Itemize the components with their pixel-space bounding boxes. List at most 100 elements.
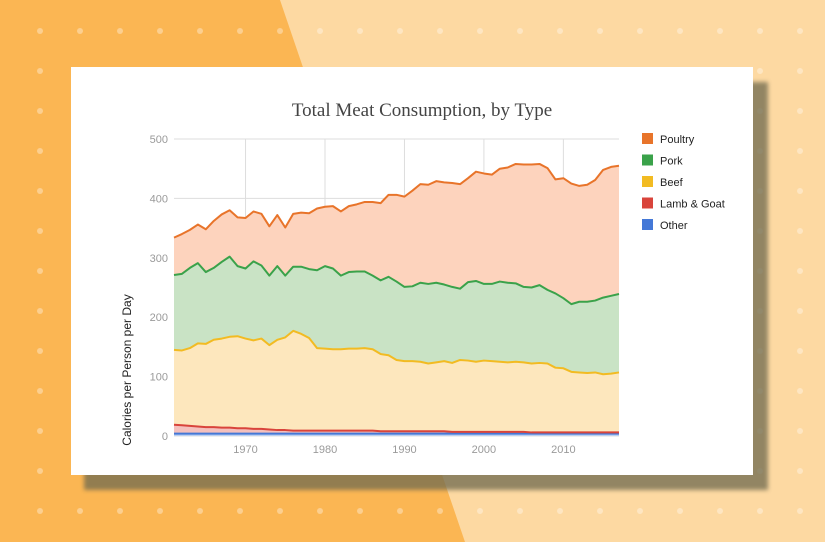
background-dot-160 <box>37 348 43 354</box>
x-tick-2000: 2000 <box>472 444 496 456</box>
y-tick-500: 500 <box>150 134 168 146</box>
background-dot-255 <box>637 508 643 514</box>
line-lamb-goat <box>173 423 619 434</box>
background-dot-40 <box>37 108 43 114</box>
legend-label-beef: Beef <box>660 177 684 189</box>
background-dot-6 <box>277 28 283 34</box>
x-tick-1970: 1970 <box>233 444 257 456</box>
background-dot-220 <box>37 468 43 474</box>
background-dot-200 <box>37 428 43 434</box>
background-dot-39 <box>797 68 803 74</box>
background-dot-19 <box>797 28 803 34</box>
background-dot-120 <box>37 268 43 274</box>
chart-card: Total Meat Consumption, by Type 0 100 200 3… <box>71 67 753 475</box>
background-dot-245 <box>237 508 243 514</box>
background-dot-252 <box>517 508 523 514</box>
background-dot-253 <box>557 508 563 514</box>
chart: Total Meat Consumption, by Type 0 100 200 3… <box>120 100 725 456</box>
background-dot-248 <box>357 508 363 514</box>
legend-label-pork: Pork <box>660 156 683 168</box>
background-dot-15 <box>637 28 643 34</box>
background-dot-247 <box>317 508 323 514</box>
background-dot-246 <box>277 508 283 514</box>
line-pork <box>173 255 620 306</box>
background-dot-179 <box>797 348 803 354</box>
background-dot-119 <box>797 228 803 234</box>
background-dot-18 <box>757 28 763 34</box>
background-dot-16 <box>677 28 683 34</box>
plot-area <box>174 163 619 436</box>
series-lines <box>173 162 620 435</box>
legend: Poultry Pork Beef Lamb & Goat Other <box>642 133 725 232</box>
y-tick-100: 100 <box>150 372 168 384</box>
background-dot-242 <box>117 508 123 514</box>
background-dot-13 <box>557 28 563 34</box>
x-tick-1980: 1980 <box>313 444 337 456</box>
legend-swatch-beef <box>642 176 653 187</box>
background-dot-4 <box>197 28 203 34</box>
x-tick-2010: 2010 <box>551 444 575 456</box>
legend-label-poultry: Poultry <box>660 134 695 146</box>
legend-swatch-pork <box>642 154 653 166</box>
area-pork <box>174 256 619 375</box>
background-dot-11 <box>477 28 483 34</box>
background-dot-259 <box>797 508 803 514</box>
background-dot-17 <box>717 28 723 34</box>
background-dot-59 <box>797 108 803 114</box>
background-dot-2 <box>117 28 123 34</box>
background-dot-80 <box>37 188 43 194</box>
background-dot-251 <box>477 508 483 514</box>
background-dot-257 <box>717 508 723 514</box>
area-beef <box>174 330 619 433</box>
background-dot-7 <box>317 28 323 34</box>
background-dot-5 <box>237 28 243 34</box>
background-dot-20 <box>37 68 43 74</box>
background-dot-12 <box>517 28 523 34</box>
background-dot-60 <box>37 148 43 154</box>
background-dot-256 <box>677 508 683 514</box>
background-dot-180 <box>37 388 43 394</box>
background-dot-79 <box>797 148 803 154</box>
background-dot-99 <box>797 188 803 194</box>
background-dot-3 <box>157 28 163 34</box>
background-dot-254 <box>597 508 603 514</box>
legend-swatch-poultry <box>642 133 653 144</box>
background-dot-219 <box>797 428 803 434</box>
background-dot-241 <box>77 508 83 514</box>
background-dot-240 <box>37 508 43 514</box>
background-dot-239 <box>797 468 803 474</box>
legend-swatch-lamb-goat <box>642 197 653 209</box>
y-tick-300: 300 <box>150 253 168 265</box>
legend-swatch-other <box>642 219 653 230</box>
background-dot-159 <box>797 308 803 314</box>
y-tick-200: 200 <box>150 312 168 324</box>
background-dot-139 <box>797 268 803 274</box>
x-tick-1990: 1990 <box>392 444 416 456</box>
background-dot-199 <box>797 388 803 394</box>
background-dot-14 <box>597 28 603 34</box>
background-dot-10 <box>437 28 443 34</box>
background-dot-249 <box>397 508 403 514</box>
y-tick-0: 0 <box>162 431 168 443</box>
background-dot-38 <box>757 68 763 74</box>
legend-label-lamb-goat: Lamb & Goat <box>660 199 725 211</box>
background-dot-244 <box>197 508 203 514</box>
area-lamb-goat <box>174 424 619 434</box>
axis-ticks: 0 100 200 300 400 500 1970 1980 1990 2000 2010 <box>150 134 576 456</box>
background-dot-258 <box>757 508 763 514</box>
background-dot-8 <box>357 28 363 34</box>
background-dot-9 <box>397 28 403 34</box>
background-dot-140 <box>37 308 43 314</box>
background-dot-1 <box>77 28 83 34</box>
y-axis-title: Calories per Person per Day <box>120 294 134 445</box>
y-tick-400: 400 <box>150 193 168 205</box>
background-dot-250 <box>437 508 443 514</box>
area-poultry <box>174 163 619 305</box>
line-poultry <box>173 162 620 239</box>
background-dot-100 <box>37 228 43 234</box>
background-dot-0 <box>37 28 43 34</box>
line-beef <box>173 329 620 376</box>
legend-label-other: Other <box>660 220 688 232</box>
background-dot-243 <box>157 508 163 514</box>
chart-title: Total Meat Consumption, by Type <box>292 100 552 121</box>
